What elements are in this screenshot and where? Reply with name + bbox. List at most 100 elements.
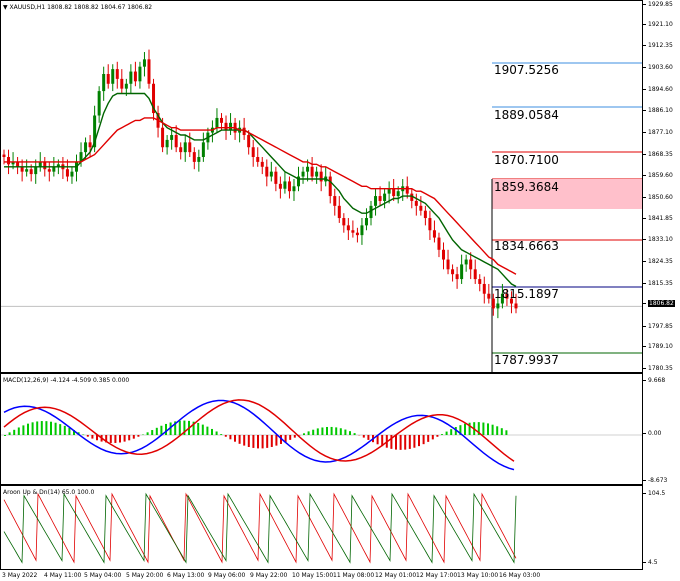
candle-body <box>52 166 56 172</box>
price-tick-label: 1780.35 <box>643 365 673 372</box>
macd-signal-line <box>3 399 515 462</box>
dropdown-arrow-icon[interactable]: ▼ <box>3 4 8 11</box>
price-chart-canvas[interactable] <box>1 1 643 373</box>
candle-body <box>56 164 60 167</box>
aroon-scale-max: 104.5 <box>642 490 666 497</box>
macd-histogram-bar <box>505 430 508 435</box>
time-tick-label: 6 May 13:00 <box>167 572 205 579</box>
price-tick-label: 1886.10 <box>643 107 673 114</box>
macd-histogram-bar <box>408 435 411 449</box>
time-tick-label: 5 May 20:00 <box>126 572 164 579</box>
macd-histogram-bar <box>487 423 489 435</box>
time-tick-label: 12 May 01:00 <box>375 572 417 579</box>
time-axis[interactable]: 3 May 2022 4 May 11:00 5 May 04:00 5 May 20… <box>0 570 643 581</box>
candle-body <box>315 171 319 177</box>
candle-body <box>152 83 156 114</box>
macd-histogram-bar <box>367 435 370 440</box>
candle-body <box>355 232 359 236</box>
macd-scale[interactable]: 9.668 0.00 -8.673 <box>642 373 680 485</box>
macd-scale-min: -8.673 <box>642 477 668 484</box>
macd-histogram-bar <box>261 435 264 449</box>
price-tick-label: 1903.60 <box>643 64 673 71</box>
price-tick-label: 1824.35 <box>643 258 673 265</box>
macd-histogram-bar <box>160 425 163 435</box>
candle-body <box>469 259 473 270</box>
macd-histogram-bar <box>376 435 379 445</box>
macd-histogram-bar <box>8 432 11 435</box>
macd-histogram-bar <box>500 428 503 435</box>
macd-canvas[interactable] <box>1 374 643 485</box>
macd-histogram-bar <box>330 426 333 435</box>
candle-body <box>383 193 387 201</box>
level-label-4: 1859.3684 <box>494 180 559 194</box>
candle-body <box>396 191 400 197</box>
macd-histogram-bar <box>178 420 181 435</box>
macd-histogram-bar <box>13 429 16 435</box>
price-tick-label: 1921.10 <box>643 21 673 28</box>
candle-body <box>25 169 29 172</box>
macd-histogram-bar <box>418 435 420 447</box>
macd-histogram-bar <box>114 435 117 443</box>
price-tick-label: 1877.10 <box>643 129 673 136</box>
macd-histogram-bar <box>422 435 425 445</box>
macd-histogram-bar <box>491 424 494 435</box>
candle-body <box>79 152 83 162</box>
time-tick-label: 3 May 2022 <box>2 572 38 579</box>
macd-histogram-bar <box>169 422 172 435</box>
symbol-info: ▼ XAUUSD,H1 1808.82 1808.82 1804.67 1806… <box>3 4 152 11</box>
candle-body <box>38 161 42 167</box>
macd-pane[interactable]: MACD(12,26,9) -4.124 -4.509 0.385 0.000 <box>0 373 643 485</box>
candle-body <box>88 142 92 148</box>
candle-body <box>419 205 423 211</box>
macd-histogram-bar <box>238 435 241 444</box>
price-chart-pane[interactable]: ▼ XAUUSD,H1 1808.82 1808.82 1804.67 1806… <box>0 0 643 373</box>
macd-histogram-bar <box>151 430 154 435</box>
macd-title: MACD(12,26,9) -4.124 -4.509 0.385 0.000 <box>3 377 130 384</box>
time-tick-label: 5 May 04:00 <box>84 572 122 579</box>
current-price-label: 1806.82 <box>643 300 675 307</box>
macd-histogram-bar <box>482 422 485 435</box>
aroon-scale[interactable]: 104.5 4.5 <box>642 485 680 570</box>
macd-histogram-bar <box>40 421 43 435</box>
candle-body <box>387 188 391 194</box>
price-scale[interactable]: 1929.85 1921.10 1912.35 1903.60 1894.60 1886.… <box>643 0 680 373</box>
macd-histogram-bar <box>211 428 213 435</box>
candle-body <box>451 269 455 275</box>
macd-histogram-bar <box>284 435 287 442</box>
macd-histogram-bar <box>109 435 112 443</box>
candle-body <box>464 259 468 265</box>
candle-body <box>161 127 165 148</box>
candle-body <box>351 230 355 233</box>
macd-histogram-bar <box>395 435 397 450</box>
macd-histogram-bar <box>50 421 52 435</box>
candle-body <box>11 161 15 165</box>
level-label-1: 1907.5256 <box>494 63 559 77</box>
aroon-canvas[interactable] <box>1 486 643 570</box>
candle-body <box>65 169 69 177</box>
macd-histogram-bar <box>155 427 158 435</box>
candle-body <box>197 157 201 162</box>
macd-histogram-bar <box>73 430 75 435</box>
macd-histogram-bar <box>427 435 430 442</box>
macd-histogram-bar <box>146 432 149 435</box>
price-tick-label: 1850.60 <box>643 194 673 201</box>
candle-body <box>20 166 24 172</box>
moving-average-line <box>4 117 517 275</box>
candle-body <box>287 181 291 192</box>
candle-body <box>405 186 409 194</box>
candle-body <box>84 142 88 153</box>
candle-body <box>505 293 509 299</box>
aroon-scale-min: 4.5 <box>643 559 658 566</box>
time-tick-label: 11 May 08:00 <box>333 572 375 579</box>
macd-histogram-bar <box>63 425 66 435</box>
macd-histogram-bar <box>280 435 282 444</box>
candle-body <box>174 135 178 148</box>
candle-body <box>500 293 504 304</box>
candle-body <box>43 161 47 170</box>
macd-histogram-bar <box>445 431 448 435</box>
macd-histogram-bar <box>454 427 457 435</box>
aroon-pane[interactable]: Aroon Up & Dn(14) 65.0 100.0 <box>0 485 643 570</box>
macd-histogram-bar <box>441 434 443 435</box>
price-tick-label: 1833.10 <box>643 236 673 243</box>
